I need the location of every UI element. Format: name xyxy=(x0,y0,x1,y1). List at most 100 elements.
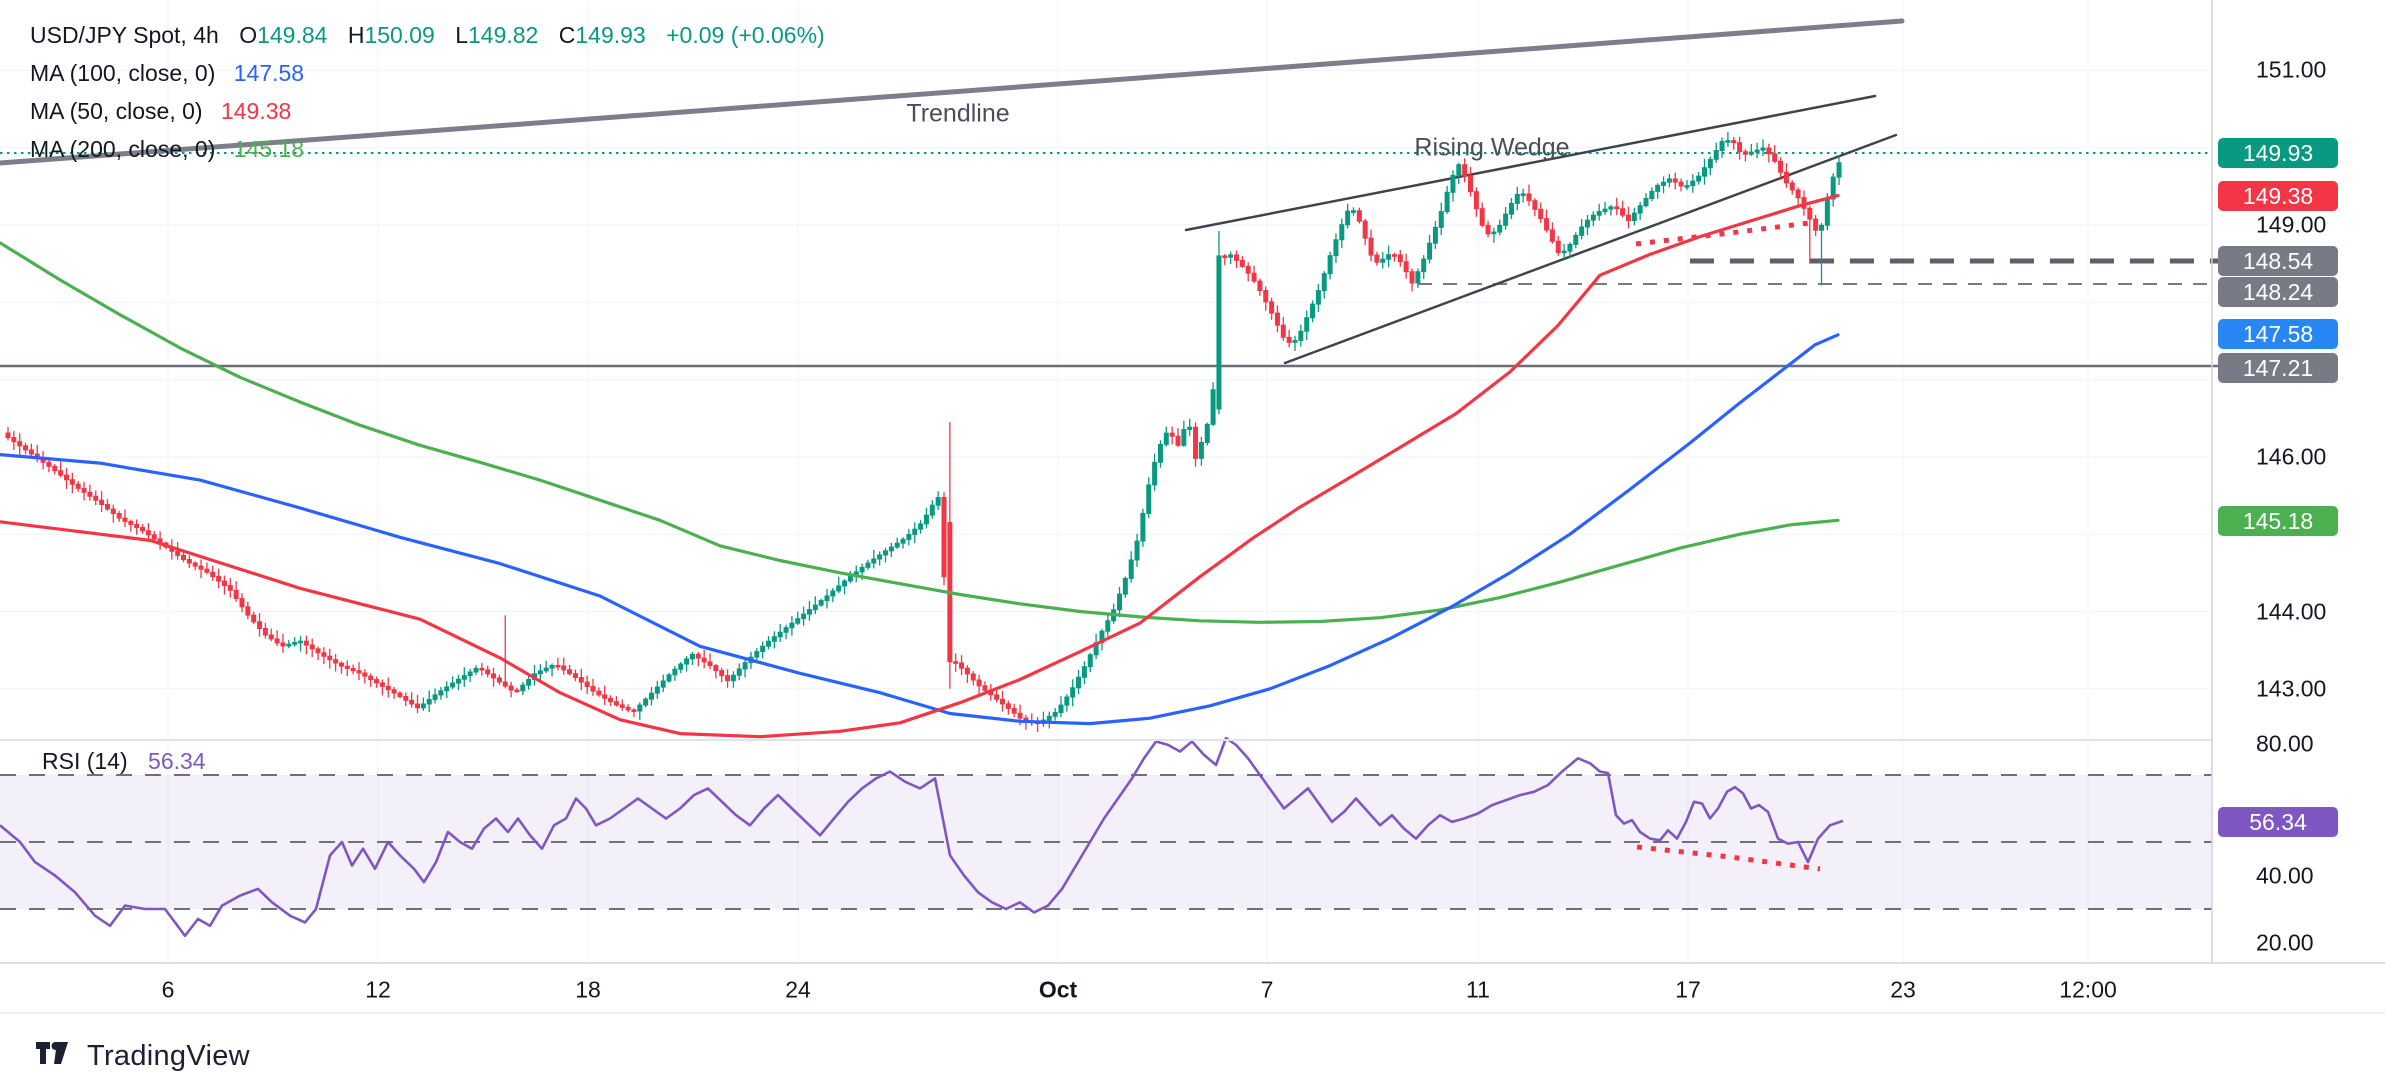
ma50-badge: 149.38 xyxy=(2218,181,2338,211)
legend-ma200-row[interactable]: MA (200, close, 0) 145.18 xyxy=(30,130,825,168)
candle-body xyxy=(444,686,450,692)
candle-body xyxy=(537,670,543,675)
time-label-23[interactable]: 23 xyxy=(1890,976,1916,1003)
axis-label-151-00: 151.00 xyxy=(2256,56,2327,83)
candle-body xyxy=(1813,218,1819,231)
candle-body xyxy=(1795,189,1801,199)
candle-body xyxy=(695,653,701,659)
change-value: +0.09 (+0.06%) xyxy=(666,22,825,48)
candle-body xyxy=(385,685,391,691)
time-label-12-00[interactable]: 12:00 xyxy=(2059,976,2117,1003)
candle-body xyxy=(5,432,11,439)
candle-body xyxy=(953,661,959,664)
candle-body xyxy=(777,631,783,638)
candle-body xyxy=(1468,175,1473,193)
candle-body xyxy=(678,663,684,670)
candle-body xyxy=(1005,703,1011,709)
candle-body xyxy=(1643,197,1649,207)
candle-body xyxy=(1713,149,1719,160)
candle-body xyxy=(151,534,157,540)
candle-body xyxy=(1544,218,1550,231)
candle-body xyxy=(1614,206,1620,210)
ma50-line xyxy=(0,194,1840,739)
ohlc-close-label: C xyxy=(558,22,576,48)
candle-body xyxy=(298,640,303,644)
candle-body xyxy=(1070,687,1076,698)
candle-body xyxy=(1432,226,1438,244)
candle-body xyxy=(1772,153,1778,162)
candle-body xyxy=(17,441,23,447)
legend-symbol-row[interactable]: USD/JPY Spot, 4h O149.84 H150.09 L149.82… xyxy=(30,16,825,54)
candle-body xyxy=(1310,303,1316,319)
axis-label-40-00: 40.00 xyxy=(2256,862,2314,889)
candle-body xyxy=(1666,178,1672,183)
axis-label-146-00: 146.00 xyxy=(2256,443,2327,470)
candle-body xyxy=(1210,389,1216,425)
time-label-6[interactable]: 6 xyxy=(161,976,175,1003)
candle-body xyxy=(637,704,643,712)
candle-body xyxy=(1076,676,1082,689)
ma200-line xyxy=(0,241,1840,624)
candle-body xyxy=(1438,211,1444,228)
rising-wedge-annotation[interactable]: Rising Wedge xyxy=(1414,133,1570,162)
candle-body xyxy=(210,571,216,578)
time-label-18[interactable]: 18 xyxy=(575,976,601,1003)
trendline-annotation[interactable]: Trendline xyxy=(906,99,1010,128)
candle-body xyxy=(134,523,140,529)
time-label-24[interactable]: 24 xyxy=(785,976,811,1003)
candle-body xyxy=(362,672,368,677)
candle-body xyxy=(789,622,795,629)
candle-body xyxy=(403,696,409,701)
rsi-badge: 56.34 xyxy=(2218,807,2338,837)
time-label-12[interactable]: 12 xyxy=(365,976,391,1003)
candle-body xyxy=(64,474,69,481)
candle-body xyxy=(251,614,257,623)
candle-body xyxy=(1678,181,1684,187)
tradingview-branding[interactable]: TradingView xyxy=(35,1038,250,1074)
candle-body xyxy=(1304,317,1310,332)
candle-body xyxy=(122,517,128,522)
candle-body xyxy=(701,657,707,663)
candle-body xyxy=(327,655,333,661)
candle-body xyxy=(321,652,327,657)
candle-body xyxy=(1819,224,1824,231)
candle-body xyxy=(742,662,748,670)
candle-body xyxy=(666,674,672,682)
candle-body xyxy=(1351,210,1356,213)
candle-body xyxy=(1631,212,1637,222)
candle-body xyxy=(619,704,625,708)
time-label-7[interactable]: 7 xyxy=(1260,976,1274,1003)
time-label-Oct[interactable]: Oct xyxy=(1038,976,1078,1003)
candle-body xyxy=(1122,577,1128,595)
candle-body xyxy=(239,598,245,608)
ma100-line xyxy=(0,333,1840,726)
rsi-legend[interactable]: RSI (14) 56.34 xyxy=(42,748,206,775)
rsi-value: 56.34 xyxy=(148,748,206,774)
candle-body xyxy=(128,520,134,525)
candle-body xyxy=(1702,167,1707,177)
candle-body xyxy=(450,682,456,688)
candle-body xyxy=(75,483,81,489)
ohlc-open-label: O xyxy=(239,22,258,48)
candle-body xyxy=(766,640,771,647)
candle-body xyxy=(713,665,719,672)
candle-body xyxy=(338,662,344,667)
candle-body xyxy=(140,527,146,532)
candle-body xyxy=(1157,443,1163,463)
candle-body xyxy=(836,585,842,592)
legend-ma100-row[interactable]: MA (100, close, 0) 147.58 xyxy=(30,54,825,92)
candle-body xyxy=(1748,151,1754,155)
time-label-11[interactable]: 11 xyxy=(1466,976,1490,1003)
tradingview-logo-icon xyxy=(36,1042,68,1064)
candle-body xyxy=(192,562,198,567)
candle-body xyxy=(1585,219,1590,228)
legend-ma50-row[interactable]: MA (50, close, 0) 149.38 xyxy=(30,92,825,130)
candle-body xyxy=(561,665,567,671)
candle-body xyxy=(1269,301,1275,314)
candle-body xyxy=(1257,280,1263,292)
last-price-badge: 149.93 xyxy=(2218,138,2338,168)
candle-body xyxy=(719,670,725,677)
time-label-17[interactable]: 17 xyxy=(1675,976,1701,1003)
candle-body xyxy=(485,669,491,675)
